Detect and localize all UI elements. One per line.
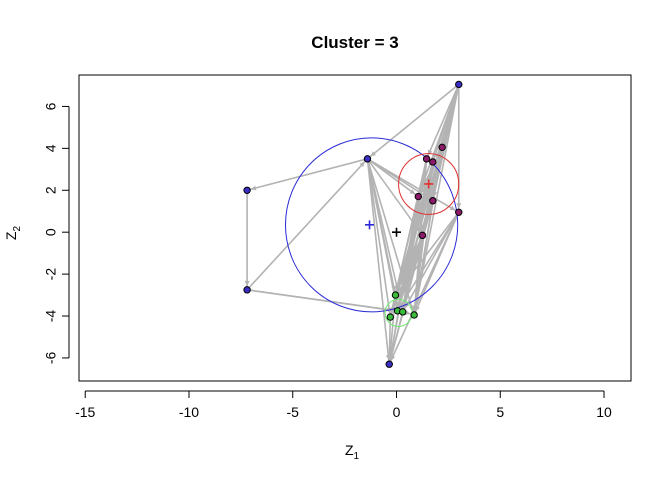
edge-line [413,235,424,316]
edge-line [366,158,399,311]
edge-line [367,158,460,213]
data-point [391,291,400,299]
edge-line [402,211,460,313]
y-tick-label: 0 [43,228,59,236]
x-tick-label: -10 [179,404,199,420]
data-point [386,313,394,321]
y-tick-label: 2 [43,186,59,194]
edge-arrowhead [397,301,403,307]
edge-line [366,158,391,365]
edge-line [394,211,460,296]
edge-line [425,84,460,160]
data-point [243,186,251,194]
edge-line [388,235,424,365]
edge-line [366,158,392,318]
data-point [438,143,446,152]
edge-arrowhead [359,161,365,168]
x-axis-title: Z1 [345,442,360,462]
x-axis-title-sub: 1 [354,451,360,462]
x-tick-label: -15 [75,404,95,420]
edge-arrowhead [409,189,416,195]
x-tick-label: 0 [393,404,401,420]
data-point [422,155,431,163]
cluster-centers-layer [365,179,434,237]
data-point [385,360,393,368]
y-tick-label: 4 [43,144,59,152]
data-point [455,80,463,89]
y-axis-title-sub: 2 [12,226,23,232]
chart-title: Cluster = 3 [311,33,398,52]
edge-line [388,211,460,365]
cluster-circle [284,137,459,313]
cluster-circle [398,153,460,215]
x-axis-title-main: Z [345,442,354,458]
x-tick-label: 10 [596,404,612,420]
y-tick-label: -2 [43,268,59,281]
edge-arrowhead [456,203,462,209]
cluster-center-mark [392,227,402,237]
y-axis-title: Z2 [3,226,23,241]
y-axis: -6 -4 -2 0 2 4 6 [43,102,70,365]
x-tick-label: -5 [287,404,300,420]
data-point [418,231,427,240]
data-point [429,197,437,205]
edge-arrowhead [250,185,257,191]
plot-frame [78,74,632,382]
data-point [410,311,418,319]
edge-line [388,294,397,365]
cluster-center-mark [365,220,375,230]
y-tick-label: 6 [43,102,59,110]
y-tick-label: -4 [43,310,59,323]
x-axis: -15 -10 -5 0 5 10 [75,390,612,420]
edge-line [246,289,403,313]
edge-line [246,158,368,192]
data-point [455,208,463,216]
y-axis-title-main: Z [3,231,19,240]
edge-arrowhead [412,305,418,312]
edge-arrowhead [396,285,402,292]
edge-arrowhead [449,205,456,211]
nodes-layer [243,80,463,368]
edge-line [388,196,420,365]
data-point [414,192,422,201]
edge-arrowhead [244,280,250,286]
data-point [363,155,372,163]
data-point [399,308,407,316]
data-point [429,158,437,166]
x-tick-label: 5 [496,404,504,420]
cluster-center-mark [424,179,434,189]
edge-arrowhead [370,151,377,157]
data-point [243,286,251,294]
edge-line [366,83,460,160]
edge-line [246,158,369,291]
y-tick-label: -6 [43,352,59,365]
edge-arrowhead [387,355,393,361]
edges-layer [244,83,462,365]
